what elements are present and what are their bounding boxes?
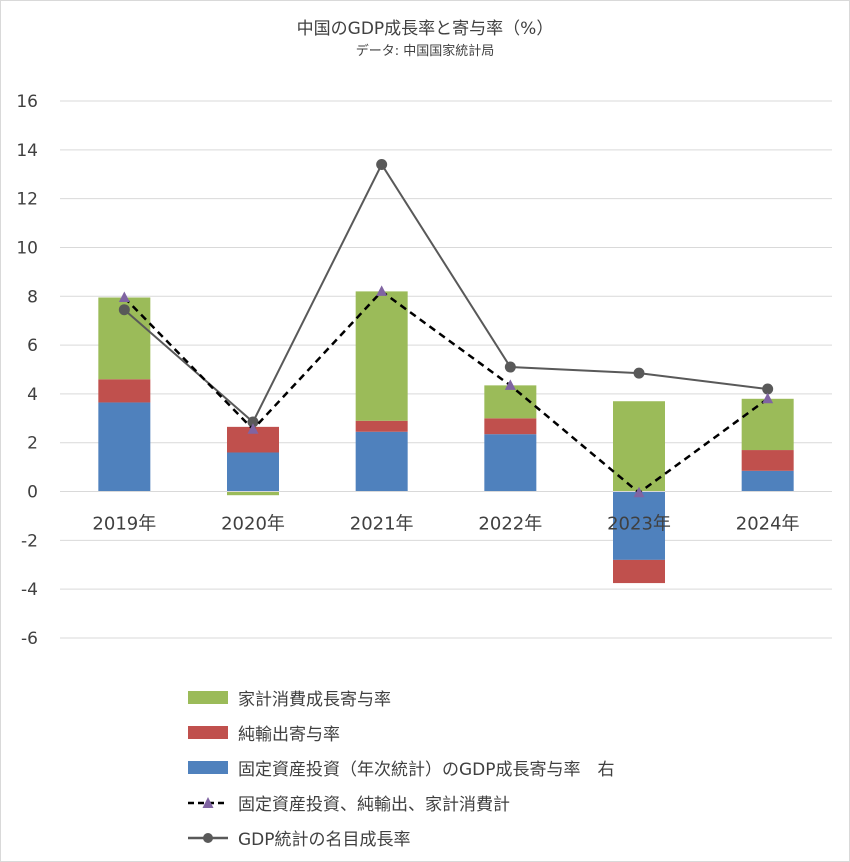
series-line-total — [123, 289, 769, 495]
y-tick-label: -2 — [21, 531, 38, 551]
chart-title: 中国のGDP成長率と寄与率（%） — [296, 19, 554, 39]
bar-segment — [613, 401, 665, 492]
legend-label: GDP統計の名目成長率 — [238, 830, 411, 850]
chart-subtitle: データ: 中国国家統計局 — [355, 44, 495, 59]
y-tick-label: 8 — [27, 287, 38, 307]
legend-label: 固定資産投資（年次統計）のGDP成長寄与率 右 — [238, 760, 615, 780]
y-tick-label: -6 — [21, 629, 38, 649]
data-point-gdp — [376, 158, 388, 170]
legend-item: GDP統計の名目成長率 — [188, 820, 615, 855]
bar-segment — [227, 491, 279, 496]
legend-swatch — [188, 761, 228, 774]
bar-segment — [741, 470, 794, 492]
bar-segment — [227, 452, 279, 492]
legend-swatch — [188, 726, 228, 739]
legend-dashed-triangle-icon — [188, 796, 228, 808]
y-tick-label: -4 — [21, 580, 38, 600]
bar-segment — [484, 385, 537, 419]
legend-label: 純輸出寄与率 — [238, 725, 340, 745]
y-tick-label: 16 — [16, 92, 38, 112]
data-point-total — [504, 379, 516, 390]
bar-segment — [484, 434, 537, 492]
y-tick-label: 0 — [27, 483, 38, 503]
data-point-total — [762, 392, 774, 404]
bar-segment — [98, 379, 151, 403]
data-point-gdp — [762, 383, 774, 395]
data-point-gdp — [118, 304, 130, 316]
series-line-gdp — [123, 162, 768, 424]
bar-segment — [741, 450, 794, 471]
data-point-total — [247, 423, 259, 434]
bar-segment — [613, 491, 665, 560]
bar-segment — [613, 559, 665, 584]
y-tick-label: 4 — [27, 385, 38, 405]
data-point-total — [633, 486, 645, 498]
legend-label: 家計消費成長寄与率 — [238, 690, 391, 710]
data-point-total — [376, 285, 388, 296]
x-tick-label: 2020年 — [221, 514, 285, 535]
data-point-gdp — [633, 367, 645, 379]
legend-label: 固定資産投資、純輸出、家計消費計 — [238, 795, 510, 815]
data-point-total — [118, 291, 130, 302]
bar-segment — [484, 418, 537, 435]
chart-legend: 家計消費成長寄与率 純輸出寄与率固定資産投資（年次統計）のGDP成長寄与率 右固定… — [188, 680, 615, 855]
bar-segment — [355, 431, 408, 492]
data-point-gdp — [247, 416, 259, 428]
bar-segment — [355, 291, 408, 421]
data-point-gdp — [504, 361, 516, 373]
legend-item: 固定資産投資（年次統計）のGDP成長寄与率 右 — [188, 750, 615, 785]
y-tick-label: 2 — [27, 434, 38, 454]
x-tick-label: 2024年 — [736, 514, 800, 535]
legend-item: 固定資産投資、純輸出、家計消費計 — [188, 785, 615, 820]
bar-segment — [98, 402, 151, 492]
x-tick-label: 2023年 — [607, 514, 671, 535]
x-tick-label: 2019年 — [92, 514, 156, 535]
legend-line-circle-icon — [188, 832, 228, 843]
legend-swatch — [188, 691, 228, 704]
y-tick-label: 12 — [16, 190, 38, 210]
y-tick-label: 10 — [16, 238, 38, 258]
x-tick-label: 2021年 — [350, 514, 414, 535]
legend-item: 純輸出寄与率 — [188, 715, 615, 750]
bar-segment — [355, 420, 408, 432]
x-tick-label: 2022年 — [478, 514, 542, 535]
legend-item: 家計消費成長寄与率 — [188, 680, 615, 715]
y-tick-label: 14 — [16, 141, 38, 161]
y-tick-label: 6 — [27, 336, 38, 356]
bar-segment — [741, 398, 794, 451]
